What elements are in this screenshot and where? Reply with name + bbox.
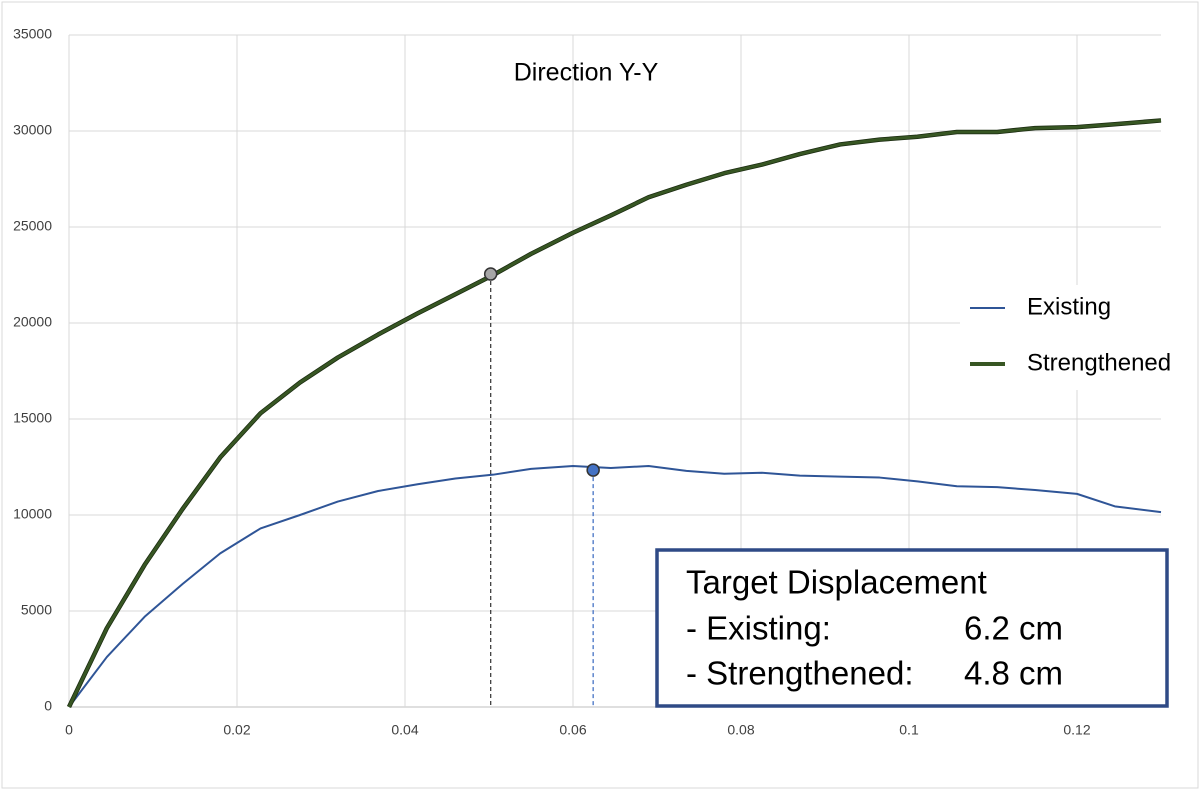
y-tick-label: 20000 bbox=[13, 314, 52, 330]
x-tick-label: 0.12 bbox=[1063, 722, 1090, 738]
x-tick-label: 0.04 bbox=[391, 722, 418, 738]
legend-label: Existing bbox=[1027, 293, 1111, 320]
annotation-value: 6.2 cm bbox=[964, 610, 1063, 647]
series-line bbox=[68, 465, 1162, 708]
y-tick-label: 35000 bbox=[13, 26, 52, 42]
legend-box bbox=[960, 285, 1192, 390]
x-tick-label: 0.02 bbox=[223, 722, 250, 738]
annotation-box bbox=[655, 548, 1169, 708]
legend-label: Strengthened bbox=[1027, 349, 1171, 376]
annotation-label: - Strengthened: bbox=[686, 655, 914, 692]
chart-title: Direction Y-Y bbox=[514, 59, 659, 87]
y-tick-label: 0 bbox=[44, 698, 52, 714]
annotation-label: - Existing: bbox=[686, 610, 831, 647]
y-tick-label: 15000 bbox=[13, 410, 52, 426]
series-line bbox=[67, 118, 1162, 708]
y-tick-label: 30000 bbox=[13, 122, 52, 138]
y-tick-label: 10000 bbox=[13, 506, 52, 522]
target-point bbox=[586, 463, 600, 477]
y-tick-label: 25000 bbox=[13, 218, 52, 234]
annotation-title: Target Displacement bbox=[686, 564, 987, 601]
x-tick-label: 0.1 bbox=[899, 722, 919, 738]
x-tick-label: 0 bbox=[65, 722, 73, 738]
x-tick-label: 0.08 bbox=[727, 722, 754, 738]
x-tick-label: 0.06 bbox=[559, 722, 586, 738]
y-tick-label: 5000 bbox=[21, 602, 52, 618]
annotation-value: 4.8 cm bbox=[964, 655, 1063, 692]
target-point bbox=[483, 267, 498, 281]
